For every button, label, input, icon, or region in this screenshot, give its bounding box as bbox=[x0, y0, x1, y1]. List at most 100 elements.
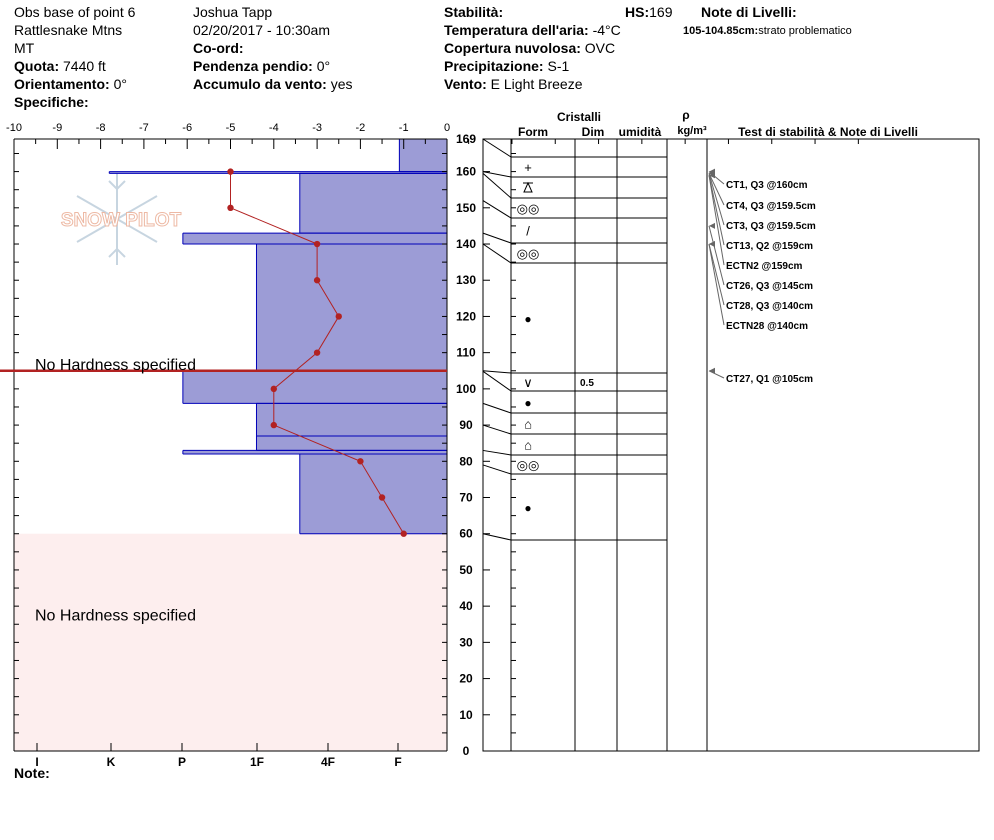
temp-tick-label: -1 bbox=[399, 122, 409, 134]
test-pointer bbox=[708, 175, 725, 246]
elevation-value: 7440 ft bbox=[63, 58, 106, 74]
header-col-1: Obs base of point 6 Rattlesnake Mtns MT … bbox=[14, 3, 135, 111]
temp-tick-label: -8 bbox=[96, 122, 106, 134]
surface-hoar-icon bbox=[523, 181, 533, 193]
temperature-point bbox=[378, 494, 386, 501]
grain-form-symbol: + bbox=[524, 160, 532, 175]
hardness-layer bbox=[256, 403, 447, 436]
air-temp-label: Temperatura dell'aria: bbox=[444, 22, 589, 38]
temp-tick-label: -7 bbox=[139, 122, 149, 134]
hoar-triangle bbox=[523, 181, 533, 193]
stability-test-label: CT27, Q1 @105cm bbox=[726, 374, 813, 385]
stability-row: Stabilità: bbox=[444, 3, 621, 21]
test-pointer bbox=[708, 173, 725, 226]
hardness-layer bbox=[256, 435, 447, 451]
test-arrowhead bbox=[709, 222, 715, 229]
temperature-point bbox=[227, 168, 234, 175]
precip-value: S-1 bbox=[547, 58, 570, 74]
temp-tick-label: -6 bbox=[182, 122, 192, 134]
observer: Joshua Tapp bbox=[193, 4, 273, 20]
layer-connector bbox=[482, 171, 512, 178]
wind-loading-label: Accumulo da vento: bbox=[193, 76, 327, 92]
hardness-layer bbox=[299, 173, 447, 234]
hardness-layer bbox=[256, 244, 447, 371]
no-hardness-label-1: No Hardness specified bbox=[35, 357, 196, 374]
height-tick-label: 60 bbox=[459, 527, 473, 541]
problem-note: 105-104.85cm:strato problematico bbox=[683, 22, 852, 40]
hardness-tick-label: P bbox=[178, 755, 186, 769]
stability-test-label: ECTN28 @140cm bbox=[726, 321, 808, 332]
height-tick-label: 90 bbox=[459, 418, 473, 432]
temp-tick-label: -9 bbox=[52, 122, 62, 134]
layer-connector bbox=[482, 370, 512, 374]
height-tick-label: 100 bbox=[456, 382, 476, 396]
height-tick-label: 50 bbox=[459, 563, 473, 577]
stability-tests: CT1, Q3 @160cm CT4, Q3 @159.5cm CT3, Q3 @1… bbox=[708, 168, 816, 385]
density-unit: kg/m³ bbox=[677, 125, 707, 137]
height-tick-label: 0 bbox=[463, 744, 470, 758]
layer-connector bbox=[482, 200, 512, 219]
hardness-tick-label: 1F bbox=[250, 755, 264, 769]
hardness-axis: I K P 1F 4F F bbox=[35, 743, 402, 769]
layer-table-frame bbox=[482, 138, 980, 752]
precip-row: Precipitazione: S-1 bbox=[444, 57, 621, 75]
test-arrowhead bbox=[709, 241, 715, 248]
slope-label: Pendenza pendio: bbox=[193, 58, 313, 74]
layer-connector bbox=[482, 173, 512, 199]
hardness-tick-label: K bbox=[107, 755, 116, 769]
layer-connector bbox=[482, 232, 512, 244]
location: Rattlesnake Mtns bbox=[14, 22, 123, 38]
temperature-series bbox=[227, 168, 407, 537]
grain-form-symbol: ◎◎ bbox=[517, 246, 540, 261]
moisture-header: umidità bbox=[619, 125, 662, 139]
state: MT bbox=[14, 40, 35, 56]
air-temp-row: Temperatura dell'aria: -4°C bbox=[444, 21, 621, 39]
wind-label: Vento: bbox=[444, 76, 487, 92]
temp-tick-label: -3 bbox=[312, 122, 322, 134]
aspect-row: Orientamento: 0° bbox=[14, 75, 135, 93]
test-arrowhead bbox=[709, 172, 715, 179]
height-tick-label: 150 bbox=[456, 201, 476, 215]
stability-label: Stabilità: bbox=[444, 4, 504, 20]
grain-form-symbol: ● bbox=[524, 501, 531, 515]
height-tick-label: 160 bbox=[456, 165, 476, 179]
air-temp-value: -4°C bbox=[592, 22, 621, 38]
height-tick-label: 10 bbox=[459, 708, 473, 722]
temperature-point bbox=[227, 204, 234, 212]
coord-row: Co-ord: bbox=[193, 39, 352, 57]
stability-test-label: CT13, Q2 @159cm bbox=[726, 241, 813, 252]
problem-text: strato problematico bbox=[758, 25, 852, 37]
snowpilot-logo: SNOW PILOT bbox=[60, 173, 182, 265]
temp-tick-label: 0 bbox=[444, 122, 450, 134]
grain-form-symbol: ∨ bbox=[523, 375, 533, 390]
temperature-point bbox=[270, 421, 277, 429]
temp-tick-label: -2 bbox=[356, 122, 366, 134]
grain-form-symbol: ◎◎ bbox=[517, 458, 540, 473]
temp-tick-label: -10 bbox=[6, 122, 22, 134]
grain-form-symbol: ⌂ bbox=[524, 417, 532, 432]
hardness-layer bbox=[109, 171, 447, 174]
height-tick-label: 130 bbox=[456, 273, 476, 287]
elevation-row: Quota: 7440 ft bbox=[14, 57, 135, 75]
elevation-label: Quota: bbox=[14, 58, 60, 74]
header-col-4: Note di Livelli: bbox=[701, 3, 797, 21]
hardness-tick-label: F bbox=[394, 755, 401, 769]
tests-header: Test di stabilità & Note di Livelli bbox=[738, 125, 918, 139]
layer-rows: + ◎◎ / ◎◎ ● ∨ 0.5 ● ⌂ ⌂ ◎◎ ● bbox=[482, 138, 667, 541]
hardness-tick-label: I bbox=[35, 755, 38, 769]
layer-connector bbox=[482, 138, 512, 158]
height-tick-label: 70 bbox=[459, 491, 473, 505]
stability-test-label: CT26, Q3 @145cm bbox=[726, 281, 813, 292]
datetime: 02/20/2017 - 10:30am bbox=[193, 22, 330, 38]
no-hardness-region bbox=[14, 533, 447, 751]
hardness-layer bbox=[182, 371, 447, 404]
temp-tick-label: -4 bbox=[269, 122, 279, 134]
note-label: Note: bbox=[14, 765, 50, 781]
slope-row: Pendenza pendio: 0° bbox=[193, 57, 352, 75]
temperature-point bbox=[313, 277, 321, 284]
test-pointer bbox=[708, 175, 725, 266]
precip-label: Precipitazione: bbox=[444, 58, 544, 74]
grain-form-symbol: ● bbox=[524, 396, 531, 410]
header-col-2: Joshua Tapp 02/20/2017 - 10:30am Co-ord:… bbox=[193, 3, 352, 93]
